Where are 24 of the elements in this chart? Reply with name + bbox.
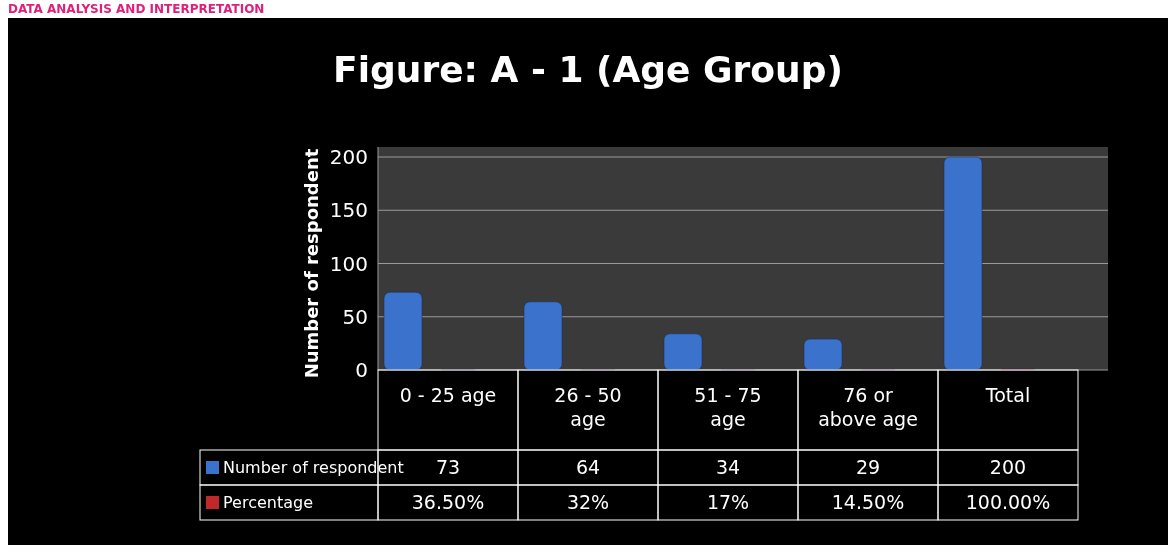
y-tick-label: 200 (329, 145, 368, 169)
y-tick-label: 100 (329, 251, 368, 276)
data-label: 17% (706, 491, 750, 513)
data-label: 73 (435, 456, 461, 478)
data-label: 100.00% (965, 491, 1051, 513)
chart-title: Figure: A - 1 (Age Group) (333, 49, 843, 90)
x-tick-label: 76 or above age (818, 384, 918, 430)
data-label: 64 (575, 456, 601, 478)
y-tick-label: 150 (329, 198, 368, 223)
y-tick-label: 0 (355, 358, 368, 382)
legend-label: Percentage (223, 493, 314, 512)
text: DATA ANALYSIS AND INTERPRETATION (8, 2, 265, 16)
data-label: 36.50% (411, 491, 485, 513)
data-label: 32% (566, 491, 610, 513)
data-label: 34 (715, 456, 741, 478)
x-tick-label: 0 - 25 age (399, 384, 497, 406)
y-axis-title: Number of respondent (301, 148, 322, 379)
x-tick-label: 26 - 50 age (554, 384, 622, 430)
data-label: 200 (989, 456, 1027, 478)
x-tick-label: Total (984, 384, 1031, 406)
y-tick-label: 50 (342, 304, 368, 329)
x-tick-label: 51 - 75 age (694, 384, 762, 430)
data-label: 29 (855, 456, 881, 478)
data-label: 14.50% (831, 491, 905, 513)
